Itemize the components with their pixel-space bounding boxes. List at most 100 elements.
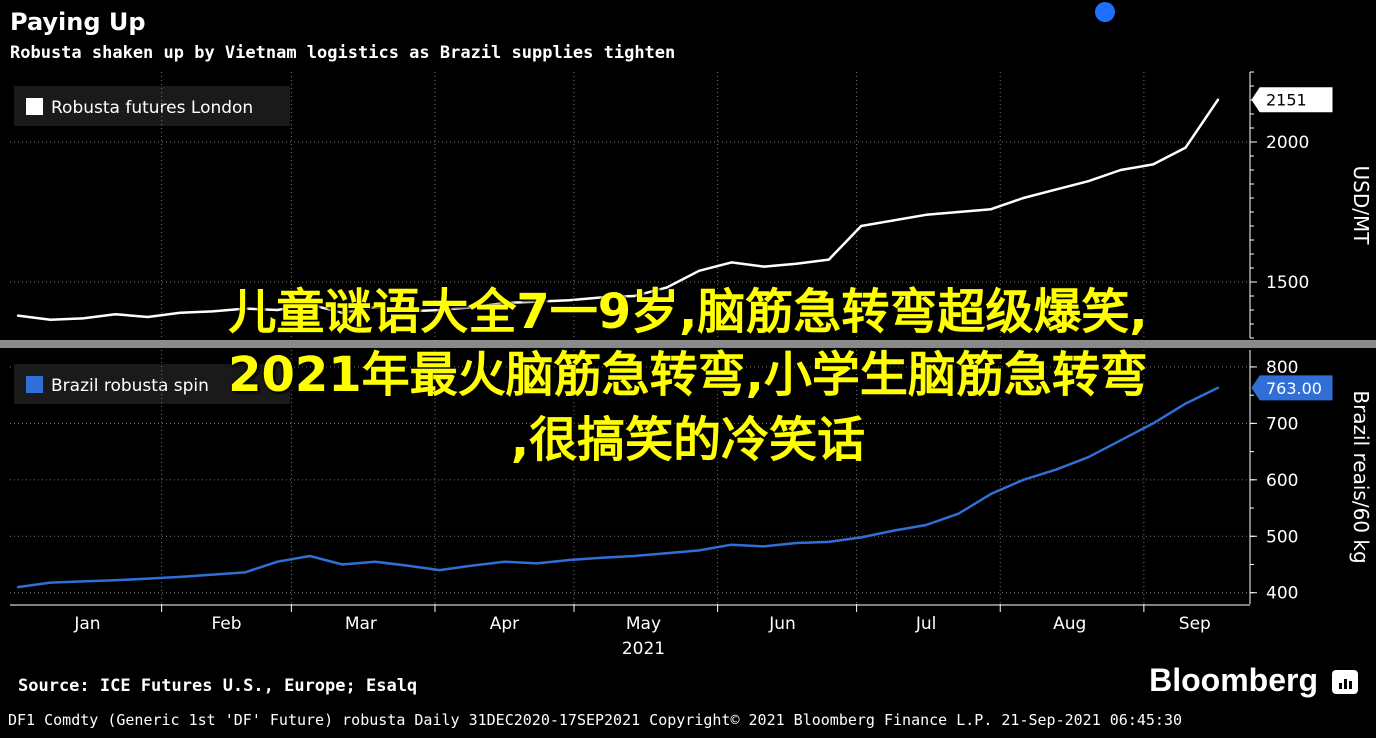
terminal-footer: DF1 Comdty (Generic 1st 'DF' Future) rob…: [8, 711, 1182, 729]
legend-label: Brazil robusta spin: [51, 376, 209, 396]
chart-title: Paying Up: [10, 8, 146, 36]
last-value-label: 2151: [1266, 91, 1307, 110]
data-point: [600, 556, 603, 559]
data-point: [438, 308, 441, 312]
data-point: [989, 492, 993, 496]
data-point: [438, 568, 441, 572]
data-point: [795, 262, 798, 265]
legend-box: [14, 86, 290, 126]
y-tick-label: 800: [1266, 358, 1298, 378]
source-note: Source: ICE Futures U.S., Europe; Esalq: [18, 676, 418, 696]
data-point: [665, 552, 668, 555]
x-tick-label: Jun: [768, 614, 796, 634]
lower-panel: 800 700 600 500 400 Brazil reais/60 kg 763.00 B…: [10, 350, 1373, 604]
data-point: [16, 314, 20, 317]
x-tick-label: Aug: [1053, 614, 1086, 634]
series-line: [17, 386, 1219, 589]
legend-swatch: [26, 98, 43, 115]
marker-dot: [1095, 2, 1115, 22]
brand-logo: Bloomberg: [1149, 662, 1318, 698]
panel-separator: [0, 340, 1376, 348]
data-point: [503, 301, 506, 305]
data-point: [730, 261, 733, 264]
data-point: [1054, 188, 1058, 191]
data-point: [827, 258, 831, 261]
data-point: [633, 294, 636, 298]
data-point: [114, 313, 117, 316]
last-value-box: [1251, 375, 1333, 401]
overlay-text-line-3: ,很搞笑的冷笑话: [510, 412, 866, 468]
data-point: [49, 581, 52, 584]
x-tick-label: Jul: [915, 614, 937, 634]
data-point: [1022, 196, 1025, 200]
data-point: [276, 560, 279, 563]
data-point: [276, 308, 279, 312]
data-point: [1184, 146, 1187, 149]
data-point: [470, 306, 474, 309]
y-axis-title: USD/MT: [1349, 166, 1373, 246]
data-point: [114, 579, 117, 582]
overlay-text-line-1: 儿童谜语大全7一9岁,脑筋急转弯超级爆笑,: [228, 284, 1148, 340]
y-tick-label: 400: [1266, 584, 1298, 604]
x-year-label: 2021: [622, 639, 665, 659]
data-point: [762, 265, 766, 268]
data-point: [341, 311, 344, 314]
data-point: [373, 306, 376, 309]
data-point: [568, 299, 571, 302]
data-point: [697, 269, 701, 272]
data-point: [762, 545, 766, 548]
x-tick-label: Feb: [211, 614, 241, 634]
data-point: [146, 315, 149, 319]
x-tick-label: May: [626, 614, 661, 634]
x-tick-label: Mar: [345, 614, 377, 634]
data-point: [730, 543, 733, 546]
data-point: [860, 536, 863, 539]
data-point: [81, 580, 85, 583]
legend-swatch: [26, 376, 43, 393]
data-point: [633, 554, 636, 558]
y-tick-label: 600: [1266, 471, 1298, 491]
y-tick-label: 500: [1266, 527, 1298, 547]
data-point: [211, 573, 214, 576]
data-point: [1151, 422, 1155, 425]
x-axis: Jan Feb Mar Apr May Jun Jul Aug Sep 2021: [10, 72, 1250, 659]
last-value-box: [1251, 87, 1333, 113]
data-point: [535, 300, 539, 303]
data-point: [308, 554, 312, 558]
data-point: [860, 224, 863, 228]
data-point: [81, 317, 85, 320]
y-tick-label: 1500: [1266, 273, 1309, 293]
data-point: [1087, 456, 1090, 459]
data-point: [341, 563, 344, 566]
bloomberg-terminal-icon: [1332, 670, 1358, 694]
data-point: [211, 310, 214, 313]
data-point: [957, 210, 960, 214]
data-point: [827, 540, 831, 544]
data-point: [243, 307, 247, 310]
data-point: [405, 564, 409, 567]
data-point: [243, 571, 247, 574]
data-point: [1022, 478, 1025, 482]
data-point: [989, 208, 993, 211]
last-value-label: 763.00: [1266, 379, 1322, 398]
data-point: [1119, 168, 1122, 172]
data-point: [178, 311, 182, 314]
y-tick-label: 2000: [1266, 133, 1309, 153]
data-point: [892, 219, 895, 222]
data-point: [600, 296, 603, 299]
data-point: [49, 318, 52, 321]
data-point: [1087, 180, 1090, 183]
data-point: [1054, 468, 1058, 471]
data-point: [405, 310, 409, 313]
data-point: [892, 529, 895, 532]
data-point: [665, 286, 668, 289]
data-point: [470, 564, 474, 567]
upper-panel: 2000 1500 USD/MT 2151 Robusta futures London: [10, 71, 1373, 339]
data-point: [924, 523, 928, 527]
data-point: [568, 558, 571, 562]
legend-box: [14, 364, 290, 404]
x-tick-label: Jan: [73, 614, 100, 634]
x-tick-label: Apr: [490, 614, 519, 634]
data-point: [957, 512, 960, 515]
